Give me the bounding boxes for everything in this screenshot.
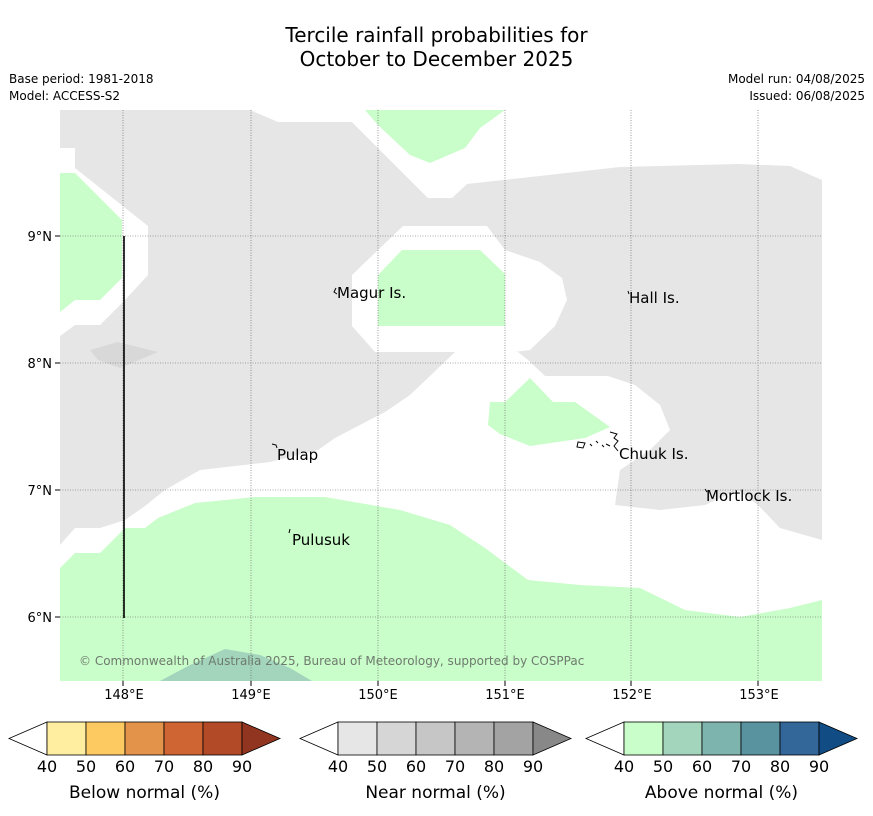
lat-ticks (55, 235, 60, 618)
below-normal-colorbar-label: Below normal (%) (69, 783, 220, 803)
above-normal-swatch-80 (779, 721, 820, 756)
above-normal-swatch-60 (701, 721, 742, 756)
probability-regions (60, 110, 822, 681)
below-normal-swatch-50 (85, 721, 126, 756)
above-normal-tick-70: 70 (731, 757, 751, 776)
above-normal-tick-60: 60 (692, 757, 712, 776)
near-normal-swatch-40 (337, 721, 378, 756)
lat-label-9n: 9°N (28, 230, 53, 245)
above-normal-tick-90: 90 (809, 757, 829, 776)
below-normal-tick-70: 70 (154, 757, 174, 776)
model-run-label: Model run: 04/08/2025 (727, 72, 865, 86)
below-normal-over-triangle (241, 721, 282, 756)
colorbar-legends: 40 50 60 70 80 90 Below normal (%) 40 50 60 70 80 90… (7, 721, 859, 803)
above-normal-region-north (365, 110, 505, 163)
near-normal-tick-40: 40 (328, 757, 348, 776)
near-normal-swatch-60 (415, 721, 456, 756)
hall-island-mark (627, 290, 630, 295)
near-normal-tick-90: 90 (523, 757, 543, 776)
above-normal-region-south (60, 497, 822, 681)
near-normal-swatch-70 (454, 721, 495, 756)
below-normal-tick-40: 40 (37, 757, 57, 776)
below-normal-swatch-80 (202, 721, 243, 756)
title-line-2: October to December 2025 (299, 47, 574, 71)
below-normal-swatch-40 (46, 721, 87, 756)
pulusuk-island-mark (288, 528, 291, 534)
lon-label-153e: 153°E (739, 688, 779, 703)
title-line-1: Tercile rainfall probabilities for (285, 23, 588, 47)
place-label-pulusuk: Pulusuk (292, 531, 350, 549)
copyright-notice: © Commonwealth of Australia 2025, Bureau… (79, 654, 584, 668)
magur-island-mark (333, 287, 338, 295)
place-label-hall: Hall Is. (629, 289, 680, 307)
near-normal-tick-60: 60 (406, 757, 426, 776)
lat-label-7n: 7°N (28, 484, 53, 499)
below-normal-tick-60: 60 (115, 757, 135, 776)
above-normal-region-chuuk (488, 378, 610, 446)
above-normal-tick-80: 80 (770, 757, 790, 776)
near-normal-colorbar: 40 50 60 70 80 90 Near normal (%) (298, 721, 573, 803)
place-label-pulap: Pulap (277, 446, 318, 464)
above-normal-under-triangle (584, 721, 625, 756)
above-normal-swatch-40 (623, 721, 664, 756)
near-normal-tick-50: 50 (367, 757, 387, 776)
place-label-magur: Magur Is. (337, 284, 406, 302)
below-normal-tick-80: 80 (193, 757, 213, 776)
above-normal-swatch-70 (740, 721, 781, 756)
issued-label: Issued: 06/08/2025 (749, 89, 865, 103)
near-normal-tick-70: 70 (445, 757, 465, 776)
above-normal-region-center (378, 250, 505, 326)
near-normal-colorbar-label: Near normal (%) (365, 783, 505, 803)
base-period-label: Base period: 1981-2018 (9, 72, 154, 86)
below-normal-swatch-70 (163, 721, 204, 756)
near-normal-swatch-80 (493, 721, 534, 756)
below-normal-swatch-60 (124, 721, 165, 756)
place-label-chuuk: Chuuk Is. (619, 445, 688, 463)
lon-label-150e: 150°E (358, 688, 398, 703)
above-normal-tick-50: 50 (653, 757, 673, 776)
chuuk-island-marks (576, 431, 619, 452)
graticule (60, 110, 822, 681)
lat-label-6n: 6°N (28, 611, 53, 626)
lat-label-8n: 8°N (28, 357, 53, 372)
near-normal-under-triangle (298, 721, 339, 756)
place-label-mortlock: Mortlock Is. (706, 487, 792, 505)
above-normal-colorbar: 40 50 60 70 80 90 Above normal (%) (584, 721, 859, 803)
below-normal-under-triangle (7, 721, 48, 756)
above-normal-region-50 (160, 649, 312, 681)
mortlock-island-mark (704, 488, 708, 493)
below-normal-colorbar: 40 50 60 70 80 90 Below normal (%) (7, 721, 282, 803)
model-label: Model: ACCESS-S2 (9, 89, 121, 103)
near-normal-tick-80: 80 (484, 757, 504, 776)
below-normal-tick-90: 90 (232, 757, 252, 776)
above-normal-swatch-50 (662, 721, 703, 756)
near-normal-over-triangle (532, 721, 573, 756)
island-marks (271, 287, 708, 534)
above-normal-region-west (60, 173, 122, 312)
pulap-island-mark (271, 443, 278, 449)
above-normal-colorbar-label: Above normal (%) (645, 783, 798, 803)
lon-label-149e: 149°E (231, 688, 271, 703)
lon-label-148e: 148°E (104, 688, 144, 703)
below-normal-tick-50: 50 (76, 757, 96, 776)
lon-label-151e: 151°E (485, 688, 525, 703)
above-normal-tick-40: 40 (614, 757, 634, 776)
lon-label-152e: 152°E (612, 688, 652, 703)
above-normal-over-triangle (818, 721, 859, 756)
lon-ticks (122, 681, 759, 686)
near-normal-swatch-50 (376, 721, 417, 756)
